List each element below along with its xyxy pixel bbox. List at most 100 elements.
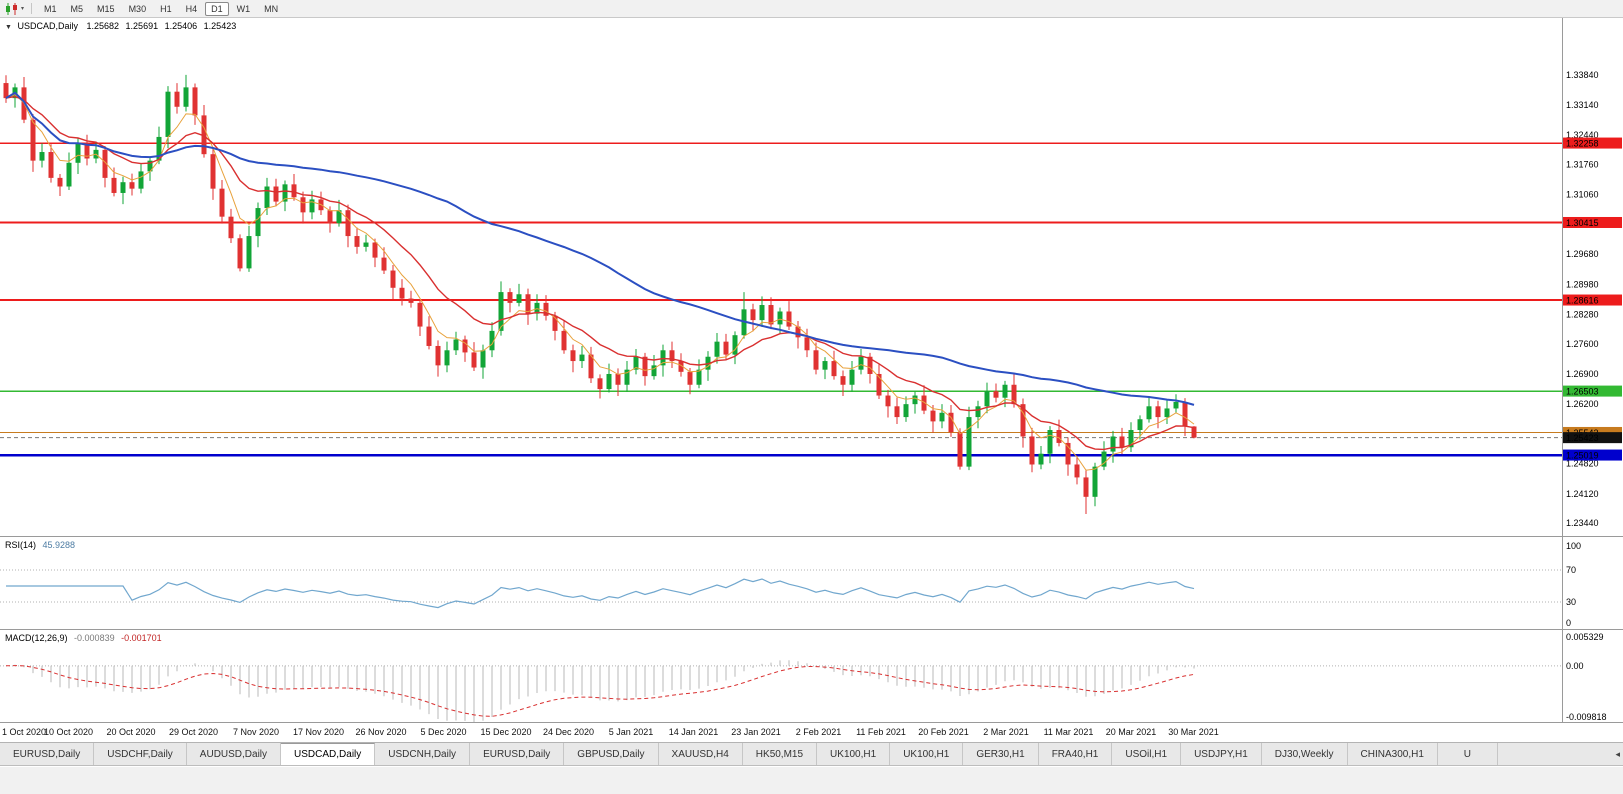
svg-text:1.32440: 1.32440 (1566, 130, 1599, 140)
svg-text:0: 0 (1566, 618, 1571, 628)
date-label: 14 Jan 2021 (668, 727, 719, 737)
svg-text:1.28280: 1.28280 (1566, 310, 1599, 320)
date-label: 11 Feb 2021 (856, 727, 906, 737)
date-label: 17 Nov 2020 (292, 727, 345, 737)
svg-text:70: 70 (1566, 565, 1576, 575)
date-label: 5 Dec 2020 (420, 727, 467, 737)
svg-text:1.26200: 1.26200 (1566, 399, 1599, 409)
chevron-down-icon: ▾ (21, 6, 25, 12)
svg-text:1.25423: 1.25423 (1566, 433, 1599, 443)
candlestick-chart-icon (6, 2, 17, 15)
tab-scroll-icon[interactable]: ◂ (1615, 749, 1620, 759)
rsi-label-overlay: RSI(14) 45.9288 (5, 540, 75, 550)
svg-text:1.26900: 1.26900 (1566, 369, 1599, 379)
macd-panel[interactable]: 0.005329 0.00 -0.009818 MACD(12,26,9) -0.0… (0, 630, 1623, 723)
date-label: 29 Oct 2020 (168, 727, 219, 737)
svg-text:100: 100 (1566, 541, 1581, 551)
readout-close: 1.25423 (203, 21, 237, 31)
timeframe-button-H1[interactable]: H1 (160, 3, 172, 14)
svg-text:1.29680: 1.29680 (1566, 249, 1599, 259)
readout-high: 1.25691 (125, 21, 159, 31)
svg-text:1.32258: 1.32258 (1566, 139, 1599, 149)
svg-text:1.23440: 1.23440 (1566, 518, 1599, 528)
date-label: 30 Mar 2021 (1168, 727, 1219, 737)
date-label: 7 Nov 2020 (232, 727, 280, 737)
svg-text:1.33140: 1.33140 (1566, 100, 1599, 110)
timeframe-buttons: M1 M5 M15 M30 H1 H4 D1 W1 MN (37, 1, 285, 16)
chart-tab-fra40-h1[interactable]: FRA40,H1 (1038, 743, 1113, 765)
timeframe-button-M30[interactable]: M30 (128, 3, 147, 14)
chart-tab-ger30-h1[interactable]: GER30,H1 (963, 743, 1039, 765)
readout-open: 1.25682 (86, 21, 120, 31)
svg-text:1.30415: 1.30415 (1566, 218, 1599, 228)
rsi-value: 45.9288 (42, 540, 76, 550)
chart-tab-usdcad-daily[interactable]: USDCAD,Daily (281, 743, 376, 765)
chart-tab-u[interactable]: U (1437, 743, 1498, 765)
date-label: 26 Nov 2020 (355, 727, 407, 737)
timeframe-button-M1[interactable]: M1 (44, 3, 57, 14)
macd-label: MACD(12,26,9) (5, 633, 68, 643)
macd-chart[interactable]: 0.005329 0.00 -0.009818 (0, 630, 1623, 722)
chart-tab-dj30-weekly[interactable]: DJ30,Weekly (1261, 743, 1348, 765)
macd-value: -0.000839 (74, 633, 115, 643)
date-label: 24 Dec 2020 (542, 727, 595, 737)
svg-text:1.25019: 1.25019 (1566, 451, 1599, 461)
svg-text:1.31760: 1.31760 (1566, 160, 1599, 170)
svg-text:1.31060: 1.31060 (1566, 190, 1599, 200)
chart-tab-usoil-h1[interactable]: USOil,H1 (1112, 743, 1182, 765)
date-label: 5 Jan 2021 (608, 727, 654, 737)
svg-text:0.005329: 0.005329 (1566, 632, 1604, 642)
svg-text:1.27600: 1.27600 (1566, 339, 1599, 349)
timeframe-button-D1[interactable]: D1 (205, 1, 229, 16)
chart-tab-usdcnh-daily[interactable]: USDCNH,Daily (375, 743, 471, 765)
svg-text:-0.009818: -0.009818 (1566, 712, 1607, 722)
chart-tab-xauusd-h4[interactable]: XAUUSD,H4 (658, 743, 743, 765)
timeframe-button-M5[interactable]: M5 (70, 3, 84, 14)
chart-tab-gbpusd-daily[interactable]: GBPUSD,Daily (564, 743, 659, 765)
svg-text:1.24120: 1.24120 (1566, 489, 1599, 499)
rsi-label: RSI(14) (5, 540, 37, 550)
main-chart[interactable]: 1.338401.331401.324401.317601.310601.303… (0, 18, 1623, 536)
chart-tab-audusd-daily[interactable]: AUDUSD,Daily (186, 743, 282, 765)
timeframe-button-MN[interactable]: MN (264, 3, 279, 14)
date-label: 11 Mar 2021 (1043, 727, 1094, 737)
date-label: 2 Mar 2021 (983, 727, 1029, 737)
chart-title-overlay: ▼ USDCAD,Daily 1.25682 1.25691 1.25406 1… (5, 21, 236, 31)
chart-tab-uk100-h1[interactable]: UK100,H1 (890, 743, 964, 765)
quote-panel-toggle-icon[interactable]: ▼ (5, 24, 12, 31)
timeframe-toolbar: ▾ M1 M5 M15 M30 H1 H4 D1 W1 MN (0, 0, 1623, 18)
chart-tab-usdjpy-h1[interactable]: USDJPY,H1 (1181, 743, 1262, 765)
timeframe-button-W1[interactable]: W1 (236, 3, 251, 14)
date-label: 20 Mar 2021 (1105, 727, 1157, 737)
chart-tab-usdchf-daily[interactable]: USDCHF,Daily (94, 743, 187, 765)
chart-tab-bar: EURUSD,Daily USDCHF,Daily AUDUSD,Daily USDC… (0, 743, 1623, 766)
date-label: 23 Jan 2021 (731, 727, 781, 737)
date-label: 1 Oct 2020 (2, 727, 47, 737)
status-bar (0, 766, 1623, 794)
date-label: 10 Oct 2020 (43, 727, 94, 737)
svg-text:1.26503: 1.26503 (1566, 387, 1599, 397)
svg-text:1.28616: 1.28616 (1566, 296, 1599, 306)
main-chart-panel[interactable]: 1.338401.331401.324401.317601.310601.303… (0, 18, 1623, 537)
chart-tab-uk100-h1[interactable]: UK100,H1 (817, 743, 891, 765)
date-axis[interactable]: 1 Oct 2020 10 Oct 2020 20 Oct 2020 29 Oct 2… (0, 723, 1623, 743)
macd-signal-value: -0.001701 (121, 633, 162, 643)
chart-title: USDCAD,Daily (17, 21, 78, 31)
toolbar-separator (31, 3, 33, 14)
svg-text:30: 30 (1566, 597, 1576, 607)
rsi-panel[interactable]: 100 70 30 0 RSI(14) 45.9288 (0, 537, 1623, 630)
chart-type-button[interactable]: ▾ (3, 2, 26, 15)
date-label: 20 Oct 2020 (106, 727, 156, 737)
timeframe-button-M15[interactable]: M15 (97, 3, 115, 14)
svg-text:1.33840: 1.33840 (1566, 70, 1599, 80)
date-label: 20 Feb 2021 (918, 727, 969, 737)
rsi-chart[interactable]: 100 70 30 0 (0, 537, 1623, 629)
macd-label-overlay: MACD(12,26,9) -0.000839 -0.001701 (5, 633, 162, 643)
chart-tab-hk50-m15[interactable]: HK50,M15 (742, 743, 818, 765)
readout-low: 1.25406 (164, 21, 198, 31)
timeframe-button-H4[interactable]: H4 (185, 3, 198, 14)
chart-tab-eurusd-daily[interactable]: EURUSD,Daily (470, 743, 565, 765)
svg-text:1.28980: 1.28980 (1566, 279, 1599, 289)
chart-tab-eurusd-daily[interactable]: EURUSD,Daily (0, 743, 95, 765)
chart-tab-china300-h1[interactable]: CHINA300,H1 (1347, 743, 1438, 765)
